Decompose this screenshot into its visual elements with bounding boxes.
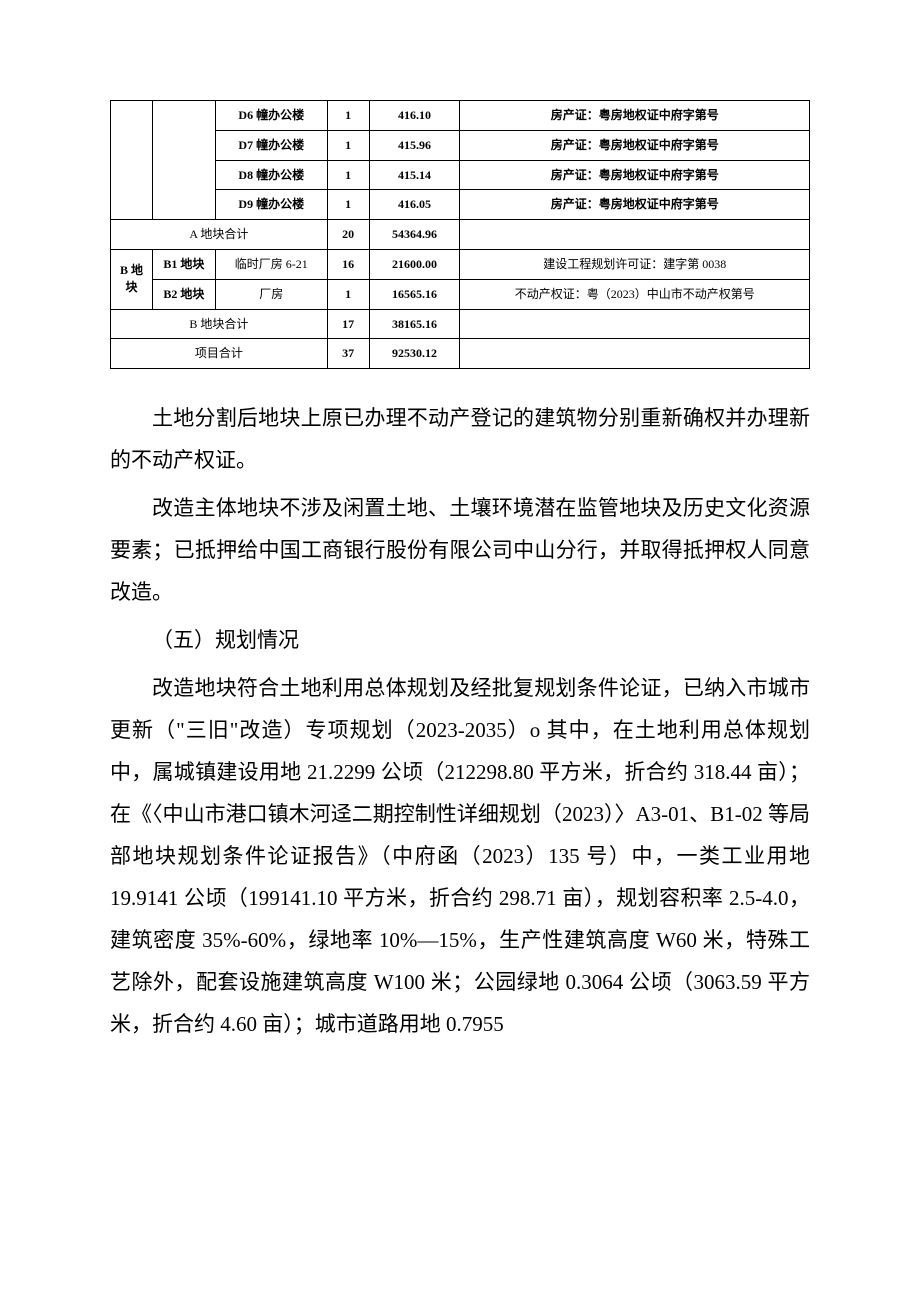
cell-cert: 房产证：粤房地权证中府字第号 — [460, 160, 810, 190]
table-row: D7 幢办公楼 1 415.96 房产证：粤房地权证中府字第号 — [111, 130, 810, 160]
cell-building: 厂房 — [215, 279, 327, 309]
land-table: D6 幢办公楼 1 416.10 房产证：粤房地权证中府字第号 D7 幢办公楼 … — [110, 100, 810, 369]
cell-area: 415.96 — [369, 130, 460, 160]
paragraph: 改造地块符合土地利用总体规划及经批复规划条件论证，已纳入市城市更新（"三旧"改造… — [110, 667, 810, 1045]
cell-count: 1 — [327, 101, 369, 131]
cell-building: D7 幢办公楼 — [215, 130, 327, 160]
cell-subblock: B2 地块 — [152, 279, 215, 309]
cell-count: 17 — [327, 309, 369, 339]
cell-area: 416.10 — [369, 101, 460, 131]
cell-area: 415.14 — [369, 160, 460, 190]
cell-cert: 不动产权证：粤（2023）中山市不动产权第号 — [460, 279, 810, 309]
cell-area: 21600.00 — [369, 249, 460, 279]
cell-cert: 房产证：粤房地权证中府字第号 — [460, 130, 810, 160]
cell-block-label: B 地块 — [111, 249, 153, 309]
table-row: B2 地块 厂房 1 16565.16 不动产权证：粤（2023）中山市不动产权… — [111, 279, 810, 309]
document-page: D6 幢办公楼 1 416.10 房产证：粤房地权证中府字第号 D7 幢办公楼 … — [0, 0, 920, 1111]
cell-subblock: B1 地块 — [152, 249, 215, 279]
cell-area: 416.05 — [369, 190, 460, 220]
cell-building: D6 幢办公楼 — [215, 101, 327, 131]
table-subtotal-row: A 地块合计 20 54364.96 — [111, 220, 810, 250]
body-text: 土地分割后地块上原已办理不动产登记的建筑物分别重新确权并办理新的不动产权证。 改… — [110, 397, 810, 1045]
table-subtotal-row: B 地块合计 17 38165.16 — [111, 309, 810, 339]
paragraph: 土地分割后地块上原已办理不动产登记的建筑物分别重新确权并办理新的不动产权证。 — [110, 397, 810, 481]
cell-area: 54364.96 — [369, 220, 460, 250]
cell-count: 1 — [327, 160, 369, 190]
cell-cert: 建设工程规划许可证：建字第 0038 — [460, 249, 810, 279]
cell-area: 38165.16 — [369, 309, 460, 339]
section-heading: （五）规划情况 — [110, 619, 810, 661]
table-row: D6 幢办公楼 1 416.10 房产证：粤房地权证中府字第号 — [111, 101, 810, 131]
cell-subtotal-label: B 地块合计 — [111, 309, 328, 339]
cell-count: 1 — [327, 279, 369, 309]
cell-cert — [460, 220, 810, 250]
table-row: D9 幢办公楼 1 416.05 房产证：粤房地权证中府字第号 — [111, 190, 810, 220]
table-total-row: 项目合计 37 92530.12 — [111, 339, 810, 369]
cell-cert: 房产证：粤房地权证中府字第号 — [460, 190, 810, 220]
cell-building: 临时厂房 6-21 — [215, 249, 327, 279]
cell-total-label: 项目合计 — [111, 339, 328, 369]
table-row: D8 幢办公楼 1 415.14 房产证：粤房地权证中府字第号 — [111, 160, 810, 190]
paragraph: 改造主体地块不涉及闲置土地、土壤环境潜在监管地块及历史文化资源要素；已抵押给中国… — [110, 487, 810, 613]
cell-building: D8 幢办公楼 — [215, 160, 327, 190]
cell-cert: 房产证：粤房地权证中府字第号 — [460, 101, 810, 131]
cell-building: D9 幢办公楼 — [215, 190, 327, 220]
cell-cert — [460, 339, 810, 369]
cell-count: 1 — [327, 190, 369, 220]
cell-count: 16 — [327, 249, 369, 279]
cell-area: 92530.12 — [369, 339, 460, 369]
cell-count: 1 — [327, 130, 369, 160]
table-row: B 地块 B1 地块 临时厂房 6-21 16 21600.00 建设工程规划许… — [111, 249, 810, 279]
cell-count: 20 — [327, 220, 369, 250]
cell-cert — [460, 309, 810, 339]
cell-count: 37 — [327, 339, 369, 369]
cell-subtotal-label: A 地块合计 — [111, 220, 328, 250]
cell-area: 16565.16 — [369, 279, 460, 309]
